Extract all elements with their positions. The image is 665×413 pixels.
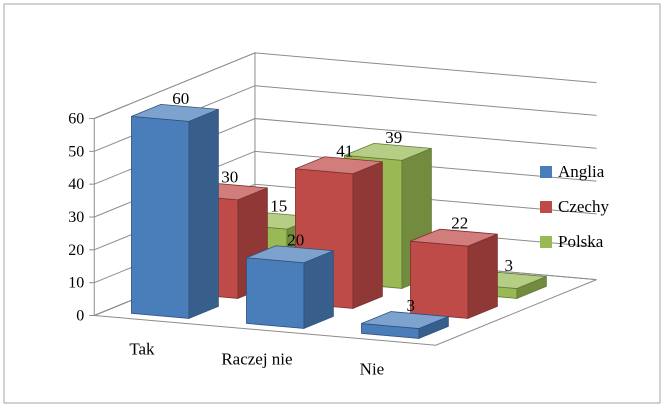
bar-czechy-1 [295,156,383,309]
bar-anglia-1 [246,245,334,329]
x-tick-label: Raczej nie [221,350,292,369]
data-label: 60 [172,89,189,108]
legend-label-polska: Polska [558,232,604,251]
bar-czechy-2 [410,228,498,319]
data-label: 3 [406,296,415,315]
data-label: 15 [270,197,287,216]
y-tick-label: 30 [68,209,84,226]
y-tick-label: 60 [68,111,84,128]
data-label: 41 [336,141,353,160]
bars: 15 39 3 30 41 22 60 20 3 [131,89,547,339]
x-tick-label: Tak [129,340,155,359]
legend-label-anglia: Anglia [558,162,605,181]
legend-swatch-polska [540,236,552,248]
legend-swatch-anglia [540,166,552,178]
data-label: 20 [287,230,304,249]
y-tick-label: 10 [68,275,84,292]
gridline [94,52,597,119]
data-label: 3 [504,256,513,275]
x-axis: Tak Raczej nie Nie [129,340,384,379]
y-tick-label: 40 [68,176,84,193]
bar-anglia-0 [131,103,219,319]
x-tick-label: Nie [360,360,385,379]
y-tick-label: 20 [68,242,84,259]
legend-swatch-czechy [540,201,552,213]
legend-label-czechy: Czechy [558,197,609,216]
y-tick-label: 50 [68,143,84,160]
data-label: 30 [221,167,238,186]
y-axis: 0 10 20 30 40 50 60 [68,111,95,325]
data-label: 22 [451,214,468,233]
bar-anglia-2 [361,311,449,339]
legend: Anglia Czechy Polska [540,162,609,251]
data-label: 39 [385,128,402,147]
y-tick-label: 0 [76,308,84,325]
